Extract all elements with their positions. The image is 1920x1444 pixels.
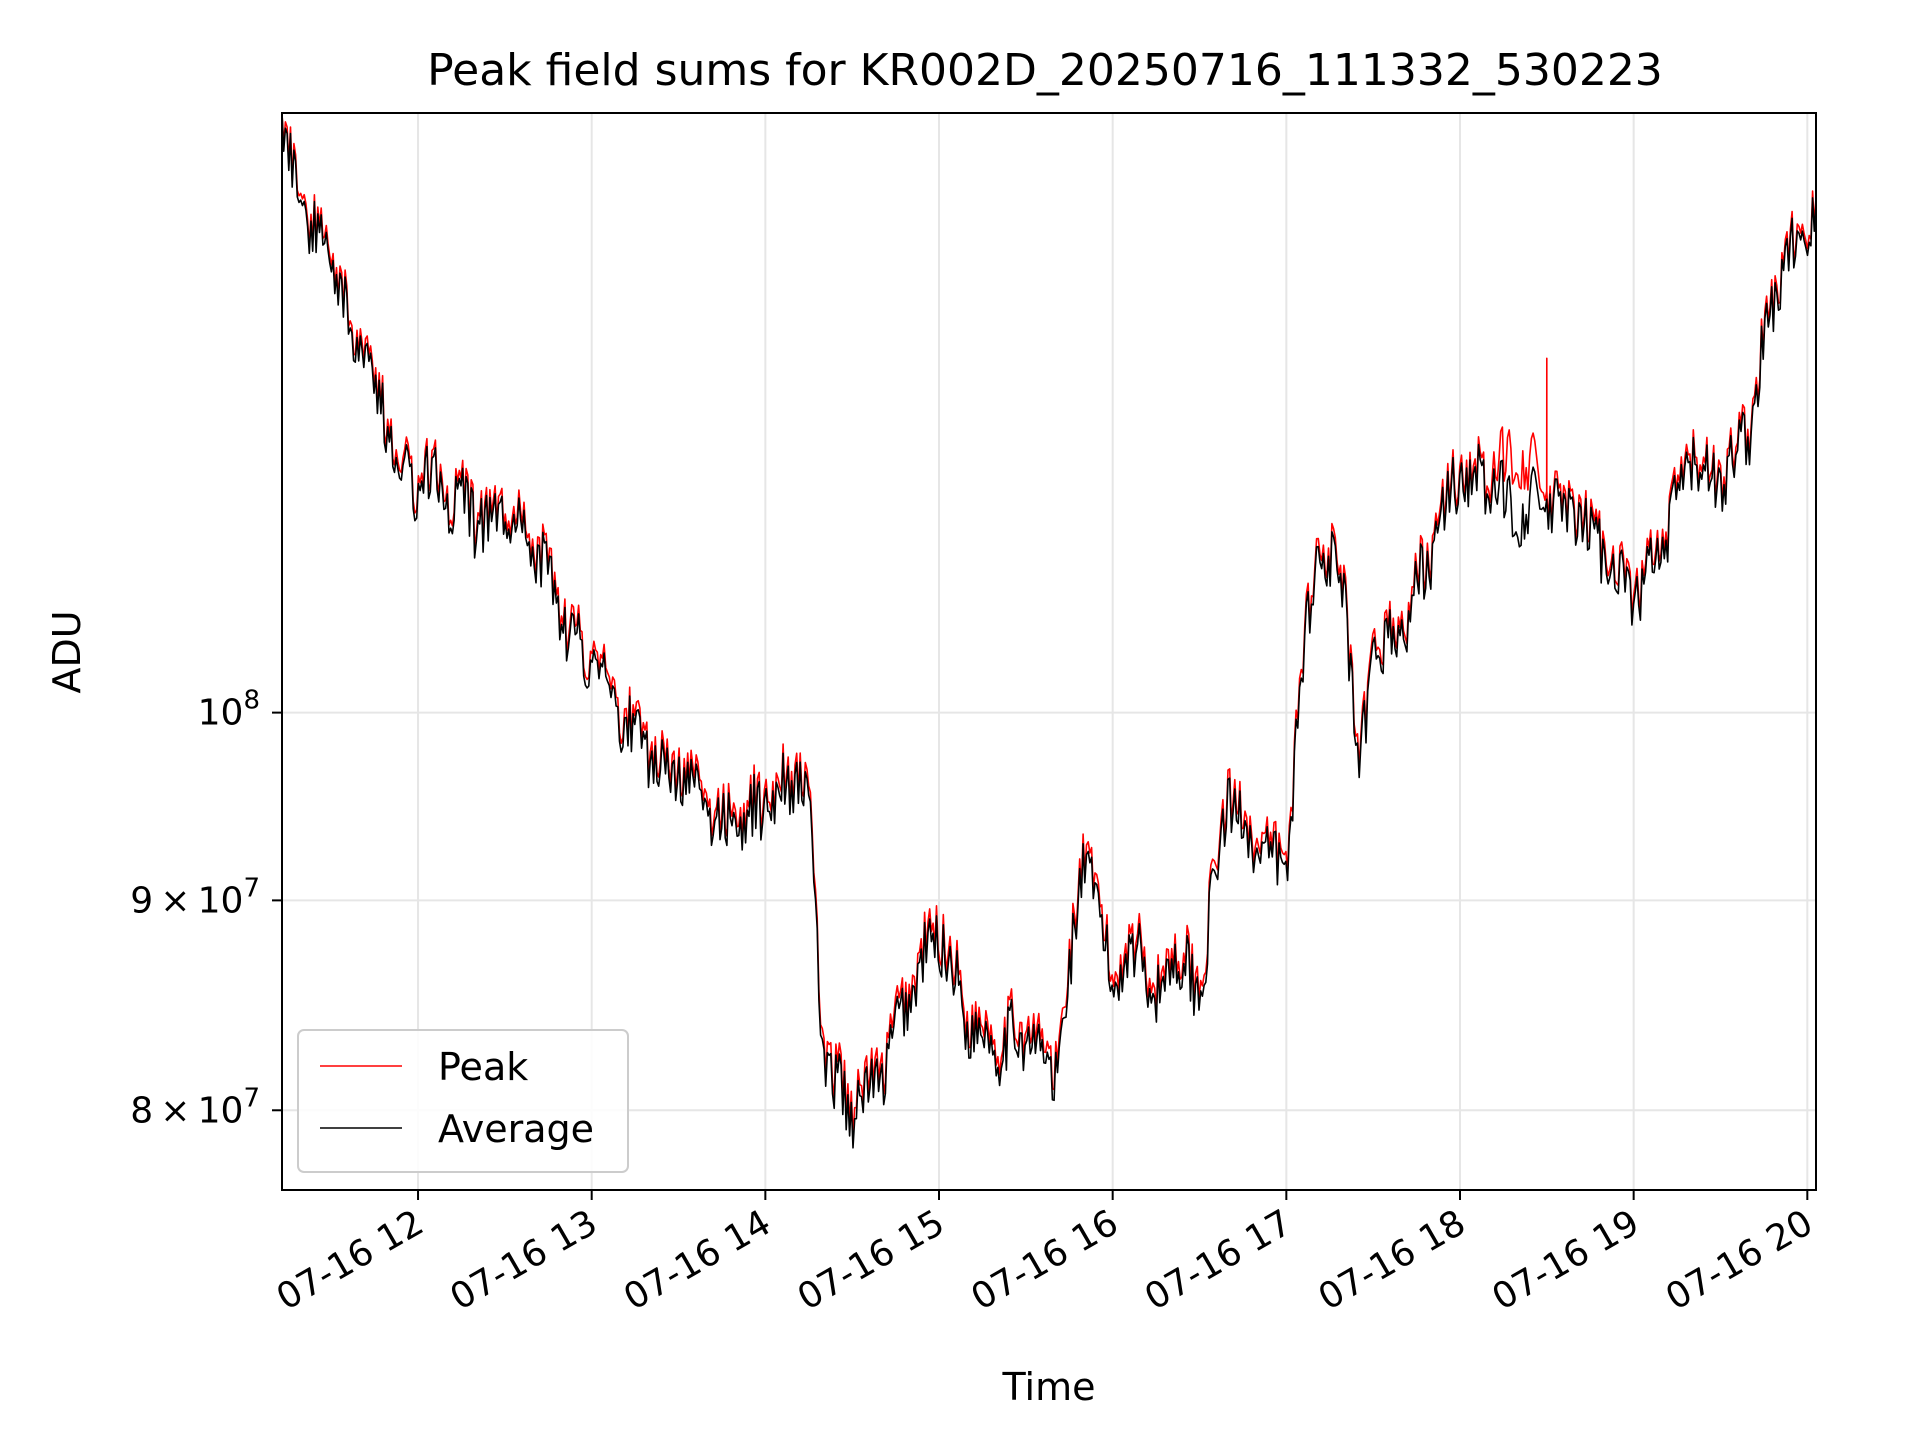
legend: Peak Average xyxy=(297,1029,629,1173)
series-layer xyxy=(281,112,1817,1149)
y-axis: 8 × 107 9 × 107 108 xyxy=(130,686,282,1131)
y-tick-label: 108 xyxy=(198,686,260,734)
y-axis-label: ADU xyxy=(45,610,89,693)
plot-frame xyxy=(281,112,1817,1191)
series-line-peak xyxy=(281,112,1817,1138)
series-line-average xyxy=(281,112,1817,1149)
legend-label-average: Average xyxy=(438,1107,594,1151)
chart-title: Peak field sums for KR002D_20250716_1113… xyxy=(427,45,1663,96)
y-tick-label: 8 × 107 xyxy=(130,1083,260,1131)
legend-label-peak: Peak xyxy=(438,1045,528,1089)
x-axis-label: Time xyxy=(1002,1365,1096,1409)
y-tick-label: 9 × 107 xyxy=(130,873,260,921)
